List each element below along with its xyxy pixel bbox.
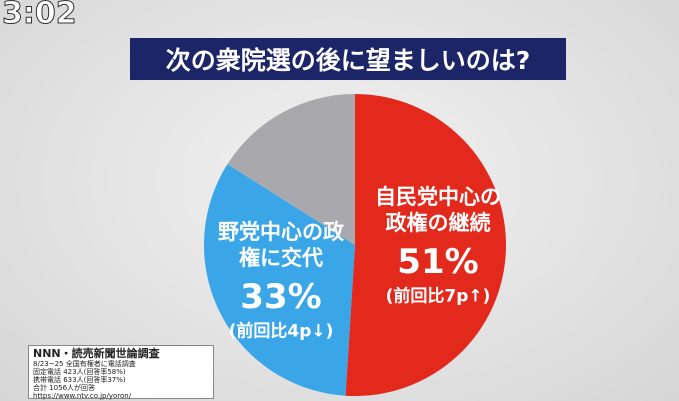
slice-label: 自民党中心の政権の継続: [375, 184, 501, 235]
source-box: NNN・読売新聞世論調査 8/23~25 全国有権者に電話調査 固定電話 423人(…: [28, 345, 214, 400]
source-line: 8/23~25 全国有権者に電話調査: [33, 360, 136, 368]
source-line: 固定電話 423人(回答率58%): [33, 368, 126, 376]
change-label: (前回比4p↓): [228, 321, 334, 342]
change-label: (前回比7p↑): [385, 286, 491, 307]
pie-slice: [345, 94, 507, 397]
chart-title: 次の衆院選の後に望ましいのは?: [130, 38, 566, 80]
pie-slice: [227, 94, 355, 245]
source-line: 携帯電話 633人(回答率37%): [33, 376, 126, 384]
source-line: https://www.ntv.co.jp/yoron/: [33, 392, 132, 400]
source-line: 合計 1056人が回答: [33, 384, 96, 392]
value-label: 51%: [397, 241, 479, 282]
slice-label: 野党中心の政権に交代: [218, 219, 344, 270]
clock: 3:02: [2, 0, 78, 32]
value-label: 33%: [240, 276, 322, 317]
pie-slice: [203, 164, 355, 396]
source-line: NNN・読売新聞世論調査: [33, 347, 160, 360]
